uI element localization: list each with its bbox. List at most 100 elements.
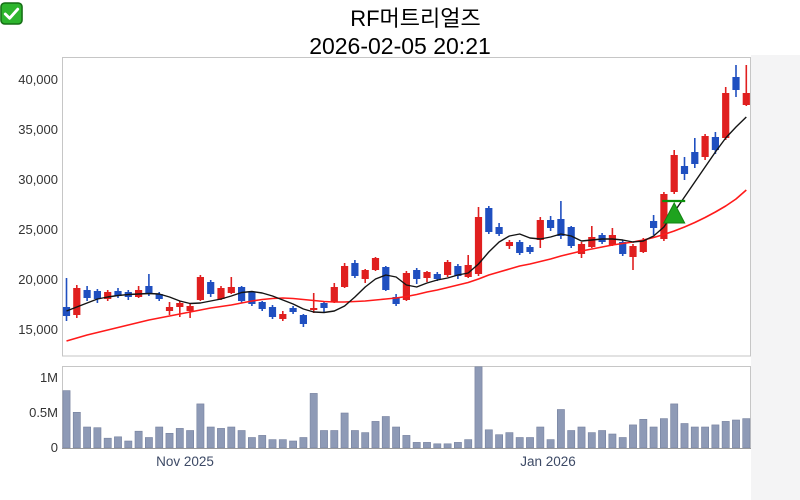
volume-bar <box>165 432 174 449</box>
candle-body <box>93 291 101 299</box>
volume-bar <box>237 430 246 449</box>
candle-body <box>474 217 483 274</box>
candle-body <box>371 258 380 270</box>
volume-bar <box>124 440 133 449</box>
volume-axis-label: 0.5M <box>29 405 58 420</box>
volume-axis-label: 1M <box>39 370 58 385</box>
volume-bar <box>258 435 267 449</box>
candle-body <box>196 277 204 300</box>
volume-bar <box>701 426 709 449</box>
volume-bar <box>309 393 318 449</box>
price-axis-label: 30,000 <box>18 172 58 187</box>
candle-body <box>588 237 596 247</box>
volume-bar <box>680 423 689 449</box>
volume-bar <box>629 424 637 449</box>
chart-title-line1: RF머트리얼즈 <box>0 2 800 32</box>
candle-body <box>176 303 184 307</box>
volume-bar <box>495 434 503 449</box>
candle-body <box>299 315 307 324</box>
volume-bar <box>134 430 143 449</box>
volume-bar <box>381 416 390 449</box>
candle-body <box>608 235 616 245</box>
candle-body <box>392 297 400 304</box>
candle-body <box>413 270 421 279</box>
volume-bar <box>721 421 730 449</box>
volume-bar <box>93 427 102 449</box>
candle-body <box>320 303 328 308</box>
volume-bar <box>608 433 617 449</box>
volume-bar <box>392 426 400 449</box>
candle-body <box>217 288 225 299</box>
candle-body <box>464 265 472 277</box>
price-axis-label: 40,000 <box>18 72 58 87</box>
candle-body <box>444 262 452 275</box>
candle-body <box>680 166 689 174</box>
volume-bar <box>350 430 359 449</box>
candle-body <box>155 294 163 299</box>
candle-body <box>639 240 647 252</box>
candle-body <box>516 242 524 253</box>
volume-bar <box>618 437 627 449</box>
candle-body <box>145 286 153 294</box>
volume-bar <box>464 439 473 449</box>
volume-bar <box>206 426 215 449</box>
volume-bar <box>371 421 380 449</box>
candle-body <box>341 266 349 287</box>
volume-bar <box>505 432 514 449</box>
chart-timestamp: 2026-02-05 20:21 <box>309 33 491 59</box>
candle-body <box>227 287 235 293</box>
volume-bar <box>690 426 699 449</box>
candle-body <box>258 302 266 309</box>
candle-body <box>382 267 390 290</box>
volume-bar <box>443 443 452 449</box>
buy-triangle-marker <box>662 201 686 224</box>
price-axis-label: 35,000 <box>18 122 58 137</box>
volume-bar <box>526 437 534 449</box>
volume-bar <box>289 440 297 449</box>
volume-bar <box>268 439 277 449</box>
candle-body <box>361 270 369 279</box>
volume-bar <box>361 432 370 449</box>
volume-bar <box>72 411 81 449</box>
volume-bar <box>577 426 586 449</box>
candle-body <box>104 292 112 299</box>
volume-bar <box>670 403 679 449</box>
stock-name: RF머트리얼즈 <box>350 6 481 31</box>
price-axis-label: 15,000 <box>18 322 58 337</box>
candle-body <box>650 221 658 228</box>
candle-body <box>505 242 513 246</box>
candle-body <box>495 227 503 234</box>
candle-body <box>238 287 246 301</box>
volume-bar <box>423 442 431 449</box>
candle-body <box>83 290 91 298</box>
candle-body <box>629 246 637 257</box>
right-margin-strip <box>751 55 800 500</box>
volume-bar <box>639 418 648 449</box>
volume-bar <box>587 432 596 449</box>
volume-bar <box>186 430 194 449</box>
candle-body <box>310 308 318 310</box>
ma-short-line <box>66 116 747 314</box>
candle-body <box>114 291 122 296</box>
volume-bar <box>598 430 606 449</box>
volume-bar <box>536 426 545 449</box>
volume-bar <box>145 437 153 449</box>
candle-body <box>207 282 215 294</box>
candle-body <box>402 273 410 300</box>
candle-body <box>547 220 555 228</box>
volume-bar <box>649 426 658 449</box>
candle-body <box>526 247 534 252</box>
candle-body <box>670 155 678 192</box>
volume-bar <box>711 424 720 449</box>
candle-body <box>691 152 699 164</box>
x-axis-label-jan-2026: Jan 2026 <box>520 454 576 469</box>
candle-body <box>433 274 441 279</box>
volume-bar <box>453 442 462 449</box>
green-check-icon <box>0 2 342 29</box>
volume-bar <box>474 366 483 449</box>
candle-body <box>62 307 71 316</box>
volume-axis-label: 0 <box>50 440 58 455</box>
volume-bar <box>433 443 442 449</box>
